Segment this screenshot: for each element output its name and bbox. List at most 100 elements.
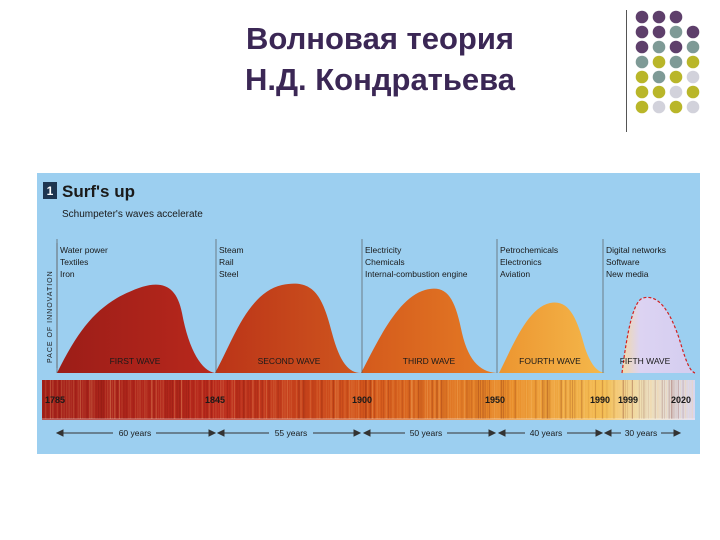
wave-2-tech-3: Steel: [219, 269, 238, 279]
band-stripe: [500, 380, 503, 419]
timeline-stripes: [43, 380, 693, 419]
figure-subheading: Schumpeter's waves accelerate: [62, 209, 203, 220]
band-stripe: [328, 380, 329, 419]
band-stripe: [52, 380, 54, 419]
duration-5: 30 years: [625, 428, 658, 438]
band-stripe: [689, 380, 691, 419]
decorative-dot: [669, 85, 683, 99]
wave-1-tech-3: Iron: [60, 269, 75, 279]
band-stripe: [243, 380, 245, 419]
band-stripe: [645, 380, 647, 419]
band-stripe: [360, 380, 362, 419]
band-stripe: [187, 380, 189, 419]
band-stripe: [590, 380, 592, 419]
arrowhead: [208, 429, 217, 437]
band-stripe: [250, 380, 252, 419]
band-stripe: [312, 380, 314, 419]
band-stripe: [59, 380, 60, 419]
band-stripe: [279, 380, 282, 419]
arrowhead: [216, 429, 225, 437]
band-stripe: [397, 380, 398, 419]
figure-number-badge: [43, 182, 57, 199]
band-stripe: [342, 380, 344, 419]
band-stripe: [204, 380, 205, 419]
band-stripe: [463, 380, 466, 419]
band-stripe: [523, 380, 525, 419]
band-stripe: [661, 380, 663, 419]
band-stripe: [542, 380, 544, 419]
decorative-dot: [652, 100, 666, 114]
band-stripe: [578, 380, 580, 419]
band-stripe: [68, 380, 70, 419]
band-stripe: [141, 380, 143, 419]
band-stripe: [135, 380, 137, 419]
band-stripe: [183, 380, 185, 419]
band-stripe: [450, 380, 451, 419]
band-stripe: [562, 380, 565, 419]
band-stripe: [125, 380, 128, 419]
wave-3-tech-2: Chemicals: [365, 257, 405, 267]
band-stripe: [484, 380, 486, 419]
band-stripe: [155, 380, 157, 419]
timeline-band: [42, 380, 695, 420]
band-stripe: [339, 380, 341, 419]
band-stripe: [537, 380, 540, 419]
decorative-dot: [652, 40, 666, 54]
decorative-dot: [635, 10, 649, 24]
band-stripe: [553, 380, 555, 419]
decorative-dot: [635, 70, 649, 84]
band-stripe: [362, 380, 365, 419]
decorative-dot: [635, 85, 649, 99]
band-stripe: [611, 380, 613, 419]
wave-3-tech-3: Internal-combustion engine: [365, 269, 468, 279]
band-stripe: [420, 380, 422, 419]
slide-title-line-2: Н.Д. Кондратьева: [244, 62, 516, 97]
band-stripe: [399, 380, 402, 419]
band-stripe: [307, 380, 309, 419]
y-axis-label: PACE OF INNOVATION: [47, 270, 54, 363]
band-stripe: [325, 380, 327, 419]
wave-3-tech-1: Electricity: [365, 245, 402, 255]
arrowhead: [497, 429, 506, 437]
band-stripe: [270, 380, 273, 419]
band-stripe: [167, 380, 168, 419]
duration-1: 60 years: [119, 428, 152, 438]
band-stripe: [224, 380, 226, 419]
band-stripe: [148, 380, 150, 419]
decorative-dot-grid: [635, 10, 700, 114]
wave-1-name: FIRST WAVE: [110, 356, 161, 366]
wave-shape-4: [499, 302, 607, 373]
band-stripe: [539, 380, 541, 419]
band-stripe: [417, 380, 420, 419]
band-stripe: [144, 380, 146, 419]
band-stripe: [137, 380, 139, 419]
wave-5-tech-1: Digital networks: [606, 245, 666, 255]
band-stripe: [314, 380, 316, 419]
band-stripe: [565, 380, 567, 419]
band-stripe: [344, 380, 346, 419]
band-stripe: [79, 380, 82, 419]
band-stripe: [643, 380, 645, 419]
band-stripe: [480, 380, 481, 419]
wave-1-tech-2: Textiles: [60, 257, 88, 267]
band-stripe: [388, 380, 389, 419]
decorative-dot: [669, 55, 683, 69]
band-stripe: [431, 380, 433, 419]
band-stripe: [93, 380, 95, 419]
band-stripe: [346, 380, 349, 419]
band-stripe: [408, 380, 410, 419]
band-stripe: [351, 380, 353, 419]
band-stripe: [526, 380, 527, 419]
figure-number: 1: [47, 184, 54, 198]
wave-5-outline: [621, 296, 696, 374]
band-stripe: [477, 380, 480, 419]
wave-shape-2: [215, 283, 361, 373]
band-stripe: [245, 380, 247, 419]
band-stripe: [427, 380, 428, 419]
decorative-dot: [669, 40, 683, 54]
band-stripe: [406, 380, 408, 419]
band-stripe: [151, 380, 153, 419]
band-stripe: [335, 380, 337, 419]
slide-title-line-1: Волновая теория: [246, 21, 514, 56]
band-stripe: [496, 380, 498, 419]
